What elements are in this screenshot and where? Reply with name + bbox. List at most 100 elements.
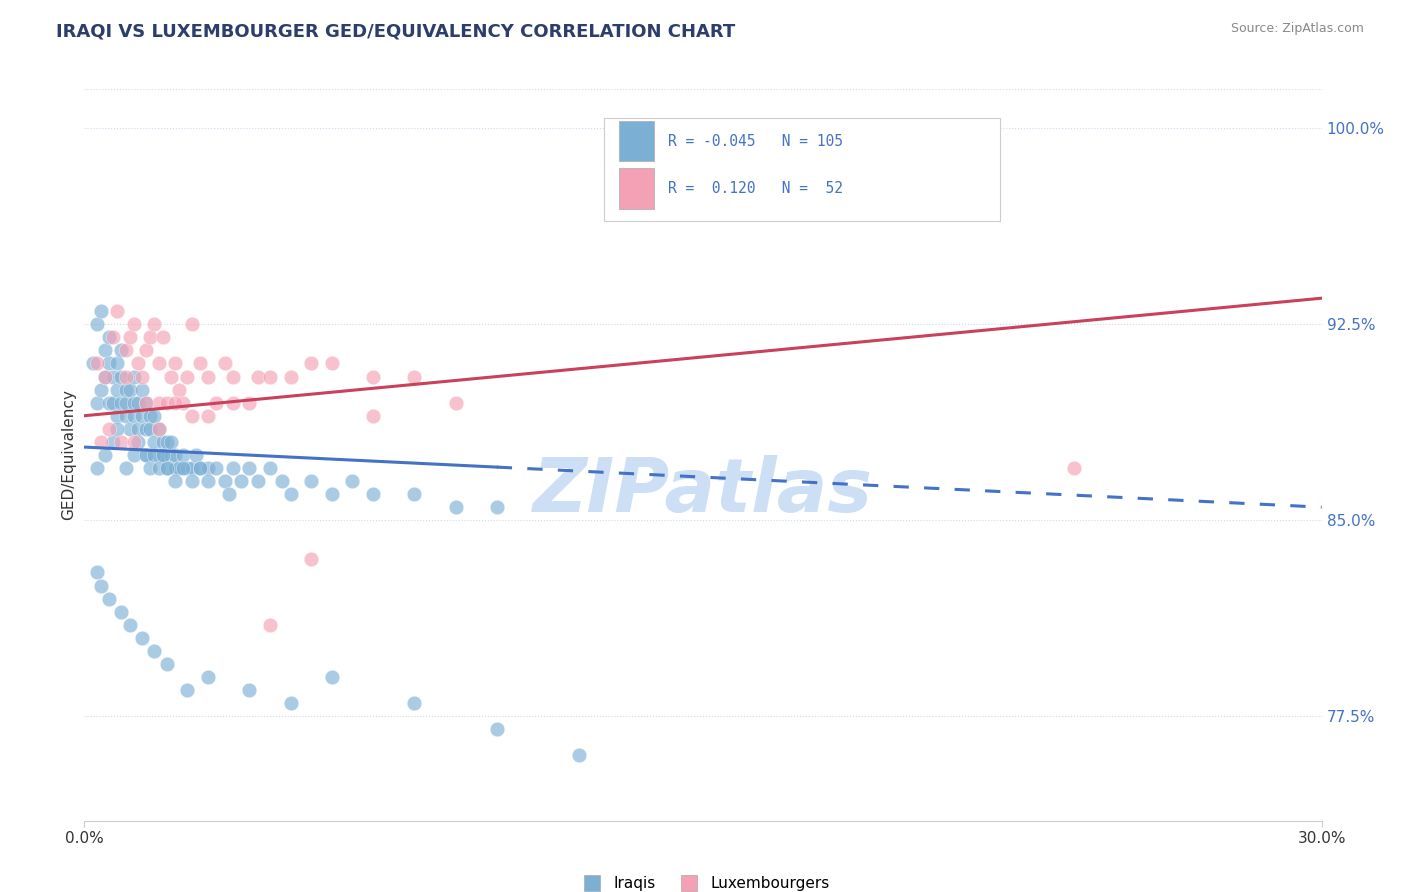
- Point: [118, 617, 141, 632]
- Point: [90, 434, 112, 449]
- Point: [176, 683, 198, 698]
- Point: [165, 395, 187, 409]
- Point: [222, 369, 245, 384]
- Point: [197, 369, 219, 384]
- Text: R =  0.120   N =  52: R = 0.120 N = 52: [668, 181, 844, 196]
- Point: [259, 369, 281, 384]
- Point: [86, 318, 108, 332]
- Point: [152, 448, 174, 462]
- Point: [98, 395, 121, 409]
- Point: [184, 448, 207, 462]
- Point: [148, 461, 170, 475]
- Point: [485, 500, 508, 515]
- Point: [176, 461, 198, 475]
- Point: [238, 683, 260, 698]
- Point: [86, 566, 108, 580]
- Point: [180, 409, 202, 423]
- Point: [143, 448, 166, 462]
- Point: [122, 409, 145, 423]
- Point: [299, 357, 322, 371]
- Point: [165, 357, 187, 371]
- Point: [131, 383, 153, 397]
- Point: [103, 330, 125, 344]
- Point: [898, 135, 921, 149]
- Point: [188, 461, 211, 475]
- FancyBboxPatch shape: [619, 169, 654, 209]
- Point: [131, 369, 153, 384]
- Point: [98, 422, 121, 436]
- Point: [180, 474, 202, 488]
- Point: [139, 422, 162, 436]
- Point: [94, 448, 117, 462]
- Point: [94, 343, 117, 358]
- Text: Source: ZipAtlas.com: Source: ZipAtlas.com: [1230, 22, 1364, 36]
- Point: [135, 395, 157, 409]
- Point: [94, 369, 117, 384]
- Point: [160, 448, 183, 462]
- Point: [118, 383, 141, 397]
- Point: [82, 357, 104, 371]
- Point: [485, 723, 508, 737]
- Point: [86, 357, 108, 371]
- Point: [139, 330, 162, 344]
- Point: [342, 474, 364, 488]
- Point: [105, 422, 128, 436]
- Point: [114, 343, 136, 358]
- Point: [105, 409, 128, 423]
- Point: [90, 304, 112, 318]
- FancyBboxPatch shape: [619, 121, 654, 161]
- Point: [86, 461, 108, 475]
- Point: [165, 461, 187, 475]
- Point: [197, 461, 219, 475]
- Point: [127, 357, 149, 371]
- Point: [103, 369, 125, 384]
- Point: [114, 383, 136, 397]
- Point: [118, 422, 141, 436]
- Point: [222, 395, 245, 409]
- Point: [321, 357, 343, 371]
- Point: [143, 318, 166, 332]
- Point: [105, 357, 128, 371]
- Point: [165, 474, 187, 488]
- Point: [114, 369, 136, 384]
- Point: [197, 474, 219, 488]
- Point: [135, 395, 157, 409]
- Point: [86, 395, 108, 409]
- Point: [167, 383, 190, 397]
- Point: [143, 644, 166, 658]
- Point: [1063, 461, 1085, 475]
- Point: [205, 461, 228, 475]
- Point: [152, 434, 174, 449]
- Point: [299, 552, 322, 566]
- Point: [135, 422, 157, 436]
- Point: [110, 605, 132, 619]
- Point: [148, 448, 170, 462]
- Point: [238, 461, 260, 475]
- Point: [110, 369, 132, 384]
- Point: [568, 748, 591, 763]
- Point: [238, 395, 260, 409]
- Point: [118, 330, 141, 344]
- Point: [280, 487, 302, 501]
- FancyBboxPatch shape: [605, 119, 1000, 221]
- Point: [131, 631, 153, 645]
- Point: [180, 461, 202, 475]
- Point: [361, 409, 384, 423]
- Point: [172, 461, 194, 475]
- Point: [98, 330, 121, 344]
- Point: [218, 487, 240, 501]
- Point: [114, 461, 136, 475]
- Point: [271, 474, 294, 488]
- Point: [122, 369, 145, 384]
- Point: [114, 409, 136, 423]
- Point: [103, 395, 125, 409]
- Point: [110, 434, 132, 449]
- Point: [148, 422, 170, 436]
- Point: [122, 318, 145, 332]
- Point: [156, 395, 179, 409]
- Point: [444, 395, 467, 409]
- Point: [139, 461, 162, 475]
- Point: [259, 617, 281, 632]
- Point: [103, 434, 125, 449]
- Point: [160, 369, 183, 384]
